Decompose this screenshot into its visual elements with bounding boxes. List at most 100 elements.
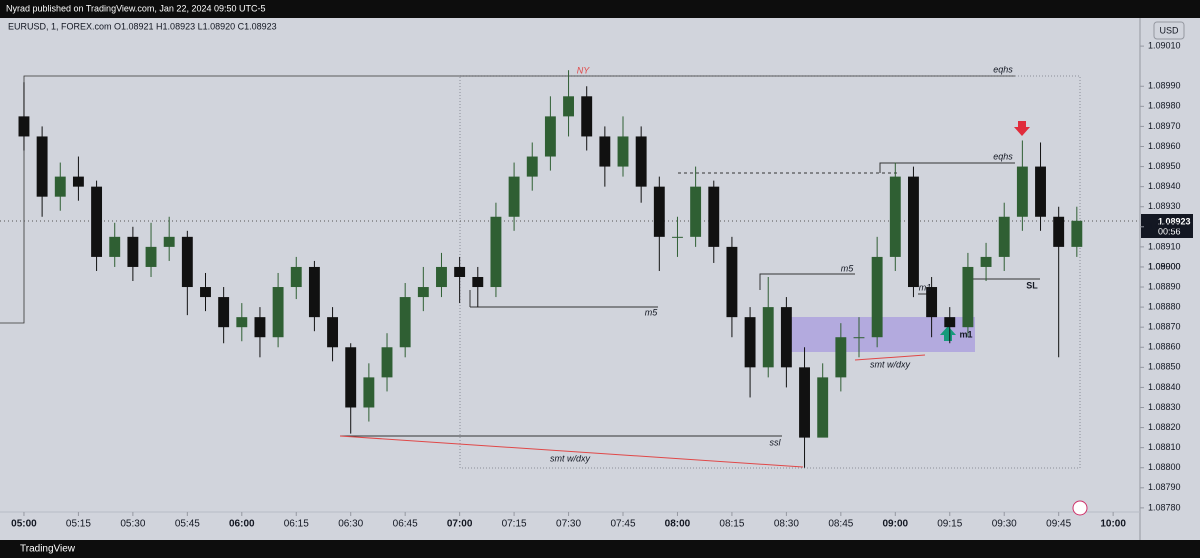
candle	[472, 266, 484, 308]
candle	[744, 307, 756, 398]
y-tick-label: 1.08780	[1148, 502, 1181, 512]
candle-body	[454, 266, 466, 277]
candle	[635, 126, 647, 203]
candle-body	[1071, 220, 1083, 247]
footer-bar	[0, 540, 1200, 558]
m5-level-2	[759, 273, 855, 290]
y-tick-label: 1.08940	[1148, 181, 1181, 191]
flash-icon	[1072, 500, 1088, 516]
annotation: m5	[645, 307, 658, 317]
y-tick-label: 1.08810	[1148, 442, 1181, 452]
y-tick-label: 1.08850	[1148, 362, 1181, 372]
candle-body	[581, 96, 593, 137]
candle	[871, 236, 883, 348]
candle-body	[926, 287, 938, 318]
candle	[599, 126, 611, 187]
symbol-info: EURUSD, 1, FOREX.com O1.08921 H1.08923 L…	[8, 21, 277, 31]
candle-body	[36, 136, 48, 197]
eqhs-level-2	[879, 162, 1015, 173]
candle	[308, 260, 320, 332]
candle	[672, 216, 683, 257]
annotation: smt w/dxy	[550, 453, 591, 463]
candle-body	[1016, 166, 1028, 217]
candle-body	[944, 317, 956, 328]
x-tick-label: 09:00	[883, 519, 909, 530]
x-tick-label: 06:15	[284, 519, 309, 530]
annotation: m1	[919, 282, 932, 292]
y-tick-label: 1.08910	[1148, 241, 1181, 251]
y-tick-label: 1.08890	[1148, 281, 1181, 291]
last-price: 1.08923	[1158, 216, 1191, 226]
candle-body	[617, 136, 629, 167]
candle-body	[980, 256, 992, 267]
currency: USD	[1159, 25, 1179, 35]
candle-body	[744, 317, 756, 368]
y-tick-label: 1.08840	[1148, 382, 1181, 392]
candle	[581, 86, 593, 151]
x-tick-label: 09:15	[937, 519, 962, 530]
header-bar	[0, 0, 1200, 18]
candle	[708, 180, 720, 263]
eqhs-level	[0, 75, 1015, 324]
candle	[908, 166, 919, 298]
candle	[853, 317, 865, 358]
annotation: SL	[1026, 280, 1038, 290]
annotation: ssl	[770, 437, 782, 447]
candle	[1035, 142, 1046, 231]
candle-body	[490, 216, 502, 288]
x-tick-label: 07:00	[447, 519, 473, 530]
y-tick-label: 1.08860	[1148, 342, 1181, 352]
candle-body	[871, 256, 883, 338]
candle	[345, 343, 357, 434]
annotation: m5	[841, 263, 854, 273]
candle	[454, 256, 466, 304]
y-tick-label: 1.09010	[1148, 40, 1181, 50]
annotation: eqhs	[993, 64, 1013, 74]
candle	[653, 176, 665, 271]
y-tick-label: 1.08900	[1148, 261, 1181, 271]
candle-body	[635, 136, 647, 187]
annotation: eqhs	[993, 151, 1013, 161]
y-tick-label: 1.08990	[1148, 81, 1181, 91]
candle	[490, 202, 502, 298]
y-tick-label: 1.08830	[1148, 402, 1181, 412]
candle	[835, 323, 847, 392]
candle	[127, 226, 139, 282]
publisher: Nyrad published on TradingView.com, Jan …	[6, 3, 266, 13]
candle	[690, 166, 702, 247]
x-tick-label: 10:00	[1100, 519, 1126, 530]
candle	[780, 297, 792, 388]
candle-body	[236, 317, 248, 328]
y-tick-label: 1.08980	[1148, 101, 1181, 111]
candle	[417, 266, 429, 312]
candle-body	[145, 246, 157, 267]
annotation: NY	[577, 65, 590, 75]
candle	[327, 307, 339, 362]
candle	[1053, 206, 1065, 358]
candle-body	[962, 266, 974, 328]
x-tick-label: 07:15	[502, 519, 527, 530]
candle-body	[254, 317, 266, 338]
candle	[290, 256, 302, 300]
candle	[254, 307, 266, 358]
candle	[762, 276, 774, 378]
x-tick-label: 05:45	[175, 519, 200, 530]
x-tick-label: 05:00	[11, 519, 37, 530]
annotation: smt w/dxy	[870, 359, 911, 369]
candle-body	[91, 186, 103, 257]
footer-brand: TradingView	[20, 544, 76, 555]
candle-body	[381, 347, 393, 378]
candle	[181, 230, 193, 316]
candle-body	[1053, 216, 1065, 247]
smt-line	[339, 435, 804, 468]
candle-body	[526, 156, 538, 177]
x-tick-label: 09:30	[992, 519, 1017, 530]
candle-body	[181, 236, 193, 288]
y-tick-label: 1.09000	[1148, 261, 1181, 271]
x-tick-label: 06:00	[229, 519, 255, 530]
short-arrow	[1014, 121, 1030, 136]
y-tick-label: 1.08800	[1148, 462, 1181, 472]
candle	[726, 236, 738, 338]
